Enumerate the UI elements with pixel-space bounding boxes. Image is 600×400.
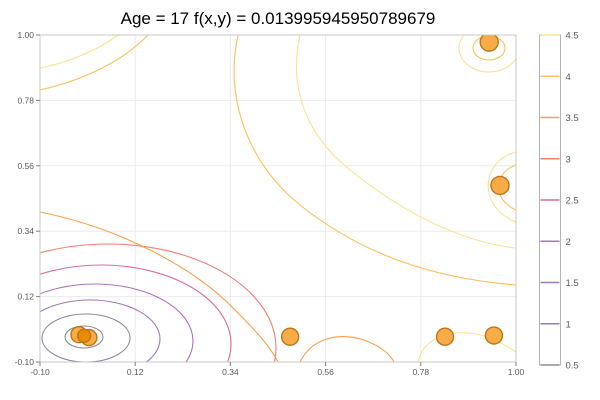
contour-line-4: [40, 35, 149, 91]
grid-lines: [39, 34, 517, 363]
colorbar-tick-label: 0.5: [566, 361, 579, 372]
contour-line-4.5: [458, 35, 516, 73]
contour-line-4.5: [40, 35, 119, 69]
scatter-point: [484, 326, 504, 345]
y-tick-label: 0.78: [17, 95, 34, 105]
colorbar-tick-label: 3: [566, 154, 571, 165]
contour-line-3: [40, 243, 277, 362]
contour-line-1.5: [40, 299, 161, 362]
x-tick-label: 1.00: [508, 367, 525, 377]
colorbar-tick-label: 1.5: [566, 278, 579, 289]
colorbar-tick-label: 2: [566, 237, 571, 248]
x-tick-label: -0.10: [30, 367, 50, 377]
contour-line-4.5: [487, 151, 516, 223]
scatter-point: [490, 175, 510, 196]
scatter-points: [70, 35, 510, 347]
y-tick-label: -0.10: [15, 357, 35, 367]
x-tick-label: 0.12: [127, 367, 144, 377]
contour-line-0.5: [64, 325, 104, 349]
axis-ticks: -0.10 0.12 0.34 0.56 0.78 1.00 -0.10 0.12 0.34 0.…: [15, 30, 525, 377]
colorbar-tick-label: 3.5: [566, 113, 579, 124]
scatter-point: [76, 328, 92, 344]
x-tick-label: 0.56: [317, 367, 334, 377]
contour-line-4: [233, 35, 516, 286]
scatter-point: [435, 327, 455, 346]
scatter-point: [280, 327, 300, 346]
contour-line-3.5: [299, 336, 395, 362]
colorbar-tick-label: 4.5: [566, 31, 579, 42]
scatter-point: [479, 35, 499, 52]
colorbar-tick-label: 1: [566, 319, 571, 330]
contour-line-3.5: [40, 211, 279, 362]
contour-line-4.5: [417, 332, 516, 362]
contour-line-1: [41, 313, 131, 362]
chart-title: Age = 17 f(x,y) = 0.013995945950789679: [120, 9, 436, 28]
y-tick-label: 0.56: [17, 161, 34, 171]
contour-line-4.5: [295, 35, 516, 249]
y-tick-label: 1.00: [17, 30, 34, 40]
x-tick-label: 0.34: [222, 367, 239, 377]
y-tick-label: 0.12: [17, 292, 34, 302]
x-tick-label: 0.78: [413, 367, 430, 377]
colorbar-tick-label: 4: [566, 72, 571, 83]
y-tick-label: 0.34: [17, 226, 34, 236]
colorbar-tick-label: 2.5: [566, 196, 579, 207]
contour-line-2.5: [40, 264, 232, 362]
contour-lines: [40, 35, 516, 362]
contour-line-2: [40, 283, 194, 362]
plot-frame: [39, 34, 517, 363]
colorbar: 0.5 1 1.5 2 2.5 3 3.5 4 4.5: [539, 31, 579, 372]
plot-border: [39, 34, 517, 363]
